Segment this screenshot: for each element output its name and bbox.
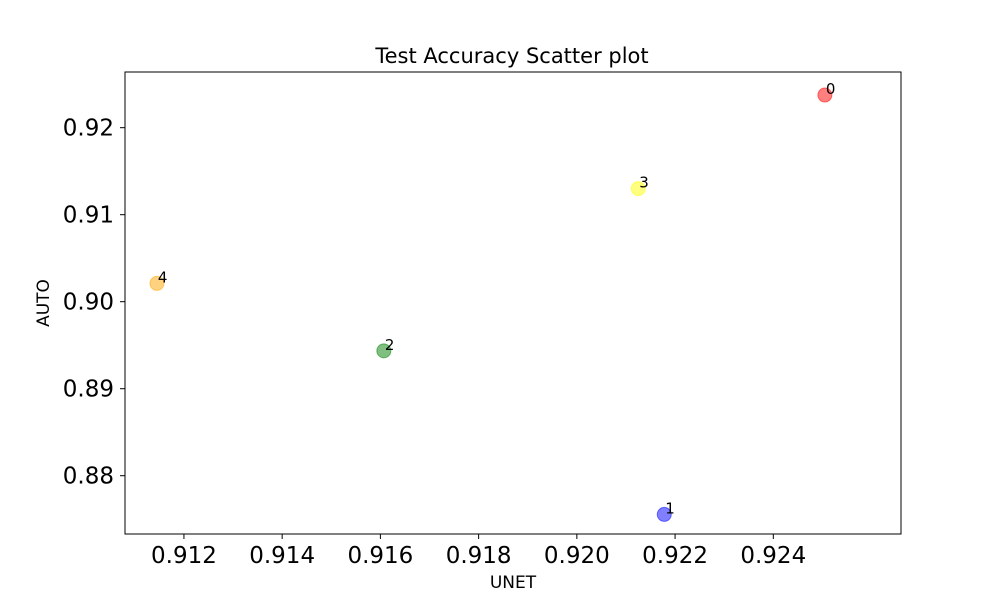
x-tick-label: 0.920	[544, 543, 610, 569]
x-tick-label: 0.918	[446, 543, 512, 569]
x-tick-label: 0.916	[347, 543, 413, 569]
y-tick-label: 0.89	[63, 377, 114, 403]
point-label: 2	[385, 336, 395, 354]
x-tick-label: 0.924	[740, 543, 806, 569]
scatter-point	[149, 275, 165, 291]
scatter-point	[817, 87, 833, 103]
axes-frame	[124, 71, 902, 535]
y-axis: 0.88 0.89 0.90 0.91 0.92	[63, 116, 125, 490]
point-label: 0	[826, 80, 836, 98]
scatter-point	[656, 506, 672, 522]
x-axis: 0.912 0.914 0.916 0.918 0.920 0.922 0.924	[151, 534, 806, 569]
y-tick-label: 0.92	[63, 116, 114, 142]
data-points: 0 1 2 3 4	[149, 80, 836, 522]
point-label: 1	[665, 499, 675, 517]
point-label: 3	[639, 174, 649, 192]
scatter-point	[376, 343, 392, 359]
point-label: 4	[158, 268, 168, 286]
y-tick-label: 0.91	[63, 203, 114, 229]
x-axis-label: UNET	[490, 573, 537, 593]
chart-title: Test Accuracy Scatter plot	[374, 44, 648, 68]
y-tick-label: 0.88	[63, 464, 114, 490]
x-tick-label: 0.912	[151, 543, 217, 569]
scatter-point	[630, 181, 646, 197]
y-axis-label: AUTO	[34, 279, 54, 327]
x-tick-label: 0.914	[249, 543, 315, 569]
x-tick-label: 0.922	[642, 543, 708, 569]
y-tick-label: 0.90	[63, 290, 114, 316]
